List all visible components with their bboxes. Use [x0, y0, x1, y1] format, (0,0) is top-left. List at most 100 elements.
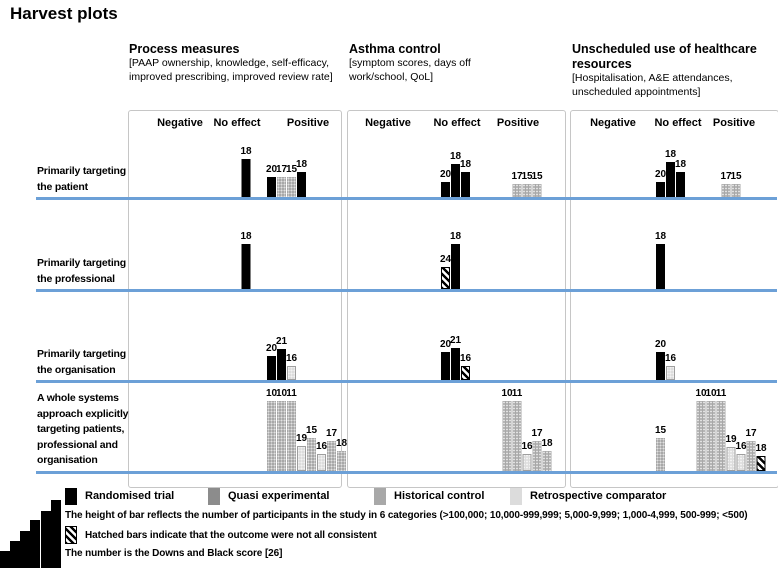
downs-black-score: 16: [459, 353, 472, 364]
bar-group: 24 18: [439, 231, 461, 289]
randomised-trial-bar: [241, 159, 251, 197]
downs-black-score: 18: [674, 159, 687, 170]
stair-step: [0, 551, 10, 568]
historical-control-bar: [502, 401, 512, 471]
study-bar: 20: [440, 339, 451, 380]
downs-black-score: 15: [521, 171, 533, 182]
panel-title: Unscheduled use of healthcare resources: [572, 42, 757, 71]
downs-black-score: 15: [730, 171, 742, 182]
row-label-whole-systems: A whole systems approach explicitly targ…: [37, 392, 129, 466]
study-bar: 18: [755, 443, 767, 471]
study-bar: 15: [521, 171, 533, 197]
panel-box-process: Negative No effect Positive: [128, 110, 342, 488]
retrospective-comparator-swatch-icon: [510, 488, 522, 505]
quasi-experimental-swatch-icon: [208, 488, 220, 505]
study-bar: 17: [531, 428, 543, 471]
historical-control-bar: [706, 401, 716, 471]
downs-black-score: 11: [286, 388, 297, 399]
study-bar: 19: [725, 434, 737, 471]
downs-black-score: 18: [654, 231, 667, 242]
randomised-trial-bar: [676, 172, 685, 197]
downs-black-score: 17: [745, 428, 757, 439]
downs-black-score: 16: [521, 441, 533, 452]
randomised-trial-bar: [267, 356, 276, 380]
historical-control-bar: [731, 184, 741, 197]
retrospective-comparator-bar: [287, 366, 296, 380]
randomised-trial-bar: [451, 348, 460, 380]
randomised-trial-bar: [241, 244, 251, 289]
downs-black-score: 18: [295, 159, 308, 170]
randomised-trial-bar: [297, 172, 306, 197]
study-bar: 20: [266, 343, 277, 380]
column-header-negative: Negative: [157, 117, 203, 129]
study-bar: 18: [240, 146, 252, 197]
downs-black-score: 17: [720, 171, 732, 182]
bar-group: 20 21 16: [266, 336, 297, 380]
downs-black-score: 24: [439, 254, 452, 265]
historical-control-bar: [532, 441, 542, 471]
historical-control-bar: [721, 184, 731, 197]
randomised-trial-bar: [441, 352, 450, 380]
study-bar: 20: [655, 169, 666, 197]
legend-label: Randomised trial: [85, 490, 175, 502]
score-note: The number is the Downs and Black score …: [65, 548, 283, 559]
historical-control-bar: [277, 401, 286, 471]
study-bar: 18: [336, 438, 347, 471]
downs-black-score: 18: [541, 438, 553, 449]
participant-size-scale-icon: [0, 500, 61, 568]
study-bar: 16: [286, 353, 297, 380]
study-bar: 15: [531, 171, 543, 197]
study-bar: 18: [296, 159, 307, 197]
downs-black-score: 10: [275, 388, 288, 399]
bar-group: 18: [655, 231, 666, 289]
study-bar: 21: [276, 336, 287, 380]
downs-black-score: 17: [325, 428, 338, 439]
stair-step: [51, 500, 61, 568]
study-bar: 18: [460, 159, 471, 197]
downs-black-score: 11: [715, 388, 727, 399]
study-bar: 10: [695, 388, 707, 471]
downs-black-score: 17: [275, 164, 288, 175]
randomised-trial-hatched-bar: [461, 366, 470, 380]
legend-label: Historical control: [394, 490, 485, 502]
randomised-trial-bar: [656, 352, 665, 380]
legend-label: Retrospective comparator: [530, 490, 667, 502]
study-bar: 16: [316, 441, 327, 471]
bar-group: 20 16: [655, 339, 676, 380]
downs-black-score: 20: [654, 169, 667, 180]
historical-control-bar: [512, 401, 522, 471]
study-bar: 19: [296, 433, 307, 471]
study-bar: 17: [511, 171, 523, 197]
study-bar: 10: [501, 388, 513, 471]
study-bar: 20: [440, 169, 451, 197]
bar-group: 20 18 18: [655, 149, 687, 197]
historical-control-bar: [277, 177, 286, 197]
downs-black-score: 19: [725, 434, 737, 445]
downs-black-score: 21: [449, 335, 462, 346]
column-header-negative: Negative: [590, 117, 636, 129]
downs-black-score: 15: [285, 164, 298, 175]
downs-black-score: 18: [755, 443, 767, 454]
downs-black-score: 18: [664, 149, 677, 160]
bar-group: 10 11 16 17 18: [501, 388, 553, 471]
stair-step: [41, 511, 51, 568]
study-bar: 18: [450, 151, 461, 197]
downs-black-score: 10: [501, 388, 513, 399]
bar-group: 20 17 15 18: [266, 159, 307, 197]
stair-step: [10, 541, 20, 568]
study-bar: 16: [665, 353, 676, 380]
row-baseline: [36, 471, 777, 474]
study-bar: 15: [286, 164, 297, 197]
study-bar: 10: [266, 388, 277, 471]
randomised-trial-bar: [461, 172, 470, 197]
panel-subtitle: [PAAP ownership, knowledge, self-efficac…: [129, 57, 333, 83]
downs-black-score: 20: [654, 339, 667, 350]
panel-title: Asthma control: [349, 42, 441, 56]
study-bar: 11: [512, 388, 522, 471]
study-bar: 10: [276, 388, 287, 471]
randomised-trial-hatched-bar: [441, 267, 450, 289]
historical-control-bar: [656, 438, 665, 471]
panel-title: Process measures: [129, 42, 240, 56]
